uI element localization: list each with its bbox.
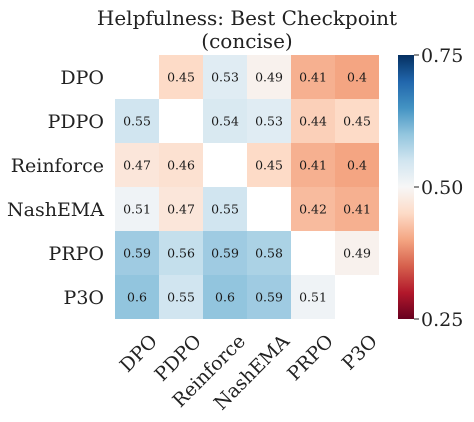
cell-value-label: 0.6: [215, 290, 235, 305]
column-label: P3O: [338, 330, 382, 374]
colorbar-tick-label: 0.25: [421, 309, 463, 331]
colorbar-tick-label: 0.75: [421, 45, 463, 67]
heatmap-cell: [115, 99, 159, 143]
cell-value-label: 0.59: [123, 246, 151, 261]
cell-value-label: 0.47: [167, 202, 195, 217]
heatmap-cell: [335, 231, 379, 275]
heatmap-cell: [291, 143, 335, 187]
heatmap-cell: [159, 55, 203, 99]
row-label: Reinforce: [11, 155, 104, 177]
heatmap-cell: [291, 99, 335, 143]
cell-value-label: 0.49: [255, 70, 283, 85]
cell-value-label: 0.51: [299, 290, 327, 305]
heatmap-cell: [335, 99, 379, 143]
cell-value-label: 0.44: [299, 114, 327, 129]
cell-value-label: 0.54: [211, 114, 239, 129]
cell-value-label: 0.45: [255, 158, 283, 173]
heatmap-cell: [335, 55, 379, 99]
cell-value-label: 0.51: [123, 202, 151, 217]
heatmap-cell: [203, 231, 247, 275]
cell-value-label: 0.58: [255, 246, 283, 261]
row-label: P3O: [64, 287, 104, 309]
heatmap-cell: [247, 143, 291, 187]
cell-value-label: 0.6: [127, 290, 147, 305]
heatmap-cell: [203, 275, 247, 319]
cell-value-label: 0.4: [347, 70, 367, 85]
heatmap-cell: [159, 231, 203, 275]
heatmap-cell: [247, 99, 291, 143]
cell-value-label: 0.59: [255, 290, 283, 305]
cell-value-label: 0.45: [343, 114, 371, 129]
cell-value-label: 0.4: [347, 158, 367, 173]
cell-value-label: 0.49: [343, 246, 371, 261]
heatmap-cell: [159, 143, 203, 187]
cell-value-label: 0.46: [167, 158, 195, 173]
heatmap-cell: [335, 187, 379, 231]
cell-value-label: 0.53: [211, 70, 239, 85]
row-label: NashEMA: [7, 199, 104, 221]
row-label: PDPO: [48, 111, 104, 133]
cell-value-label: 0.55: [167, 290, 195, 305]
cell-value-label: 0.41: [299, 158, 327, 173]
row-labels: DPO PDPO Reinforce NashEMA PRPO P3O: [7, 67, 104, 309]
heatmap-cell: [247, 55, 291, 99]
cell-value-label: 0.41: [343, 202, 371, 217]
heatmap-cell: [115, 187, 159, 231]
cell-value-label: 0.42: [299, 202, 327, 217]
colorbar-tick-label: 0.50: [421, 177, 463, 199]
heatmap-cell-labels: 0.45 0.53 0.49 0.41 0.4 0.55 0.54 0.53 0.44 0.45 0…: [123, 70, 371, 305]
row-label: DPO: [60, 67, 104, 89]
heatmap-cell: [291, 187, 335, 231]
column-label: PRPO: [283, 330, 338, 385]
chart-title: Helpfulness: Best Checkpoint: [97, 6, 397, 30]
row-label: PRPO: [49, 243, 104, 265]
heatmap-cell: [291, 275, 335, 319]
heatmap-cell: [203, 99, 247, 143]
heatmap-cell: [203, 55, 247, 99]
heatmap-cell: [115, 231, 159, 275]
cell-value-label: 0.59: [211, 246, 239, 261]
colorbar-gradient: [398, 55, 414, 319]
chart-subtitle: (concise): [201, 29, 292, 53]
cell-value-label: 0.53: [255, 114, 283, 129]
heatmap-cell: [159, 275, 203, 319]
heatmap-cell: [115, 143, 159, 187]
heatmap-cell: [335, 143, 379, 187]
cell-value-label: 0.41: [299, 70, 327, 85]
cell-value-label: 0.55: [211, 202, 239, 217]
heatmap-cell: [203, 187, 247, 231]
heatmap-cell: [159, 187, 203, 231]
heatmap-cells: [115, 55, 379, 319]
heatmap-cell: [291, 55, 335, 99]
cell-value-label: 0.56: [167, 246, 195, 261]
cell-value-label: 0.47: [123, 158, 151, 173]
cell-value-label: 0.45: [167, 70, 195, 85]
heatmap-cell: [247, 231, 291, 275]
cell-value-label: 0.55: [123, 114, 151, 129]
heatmap-cell: [247, 275, 291, 319]
heatmap-cell: [115, 275, 159, 319]
colorbar: 0.25 0.50 0.75: [398, 45, 463, 331]
